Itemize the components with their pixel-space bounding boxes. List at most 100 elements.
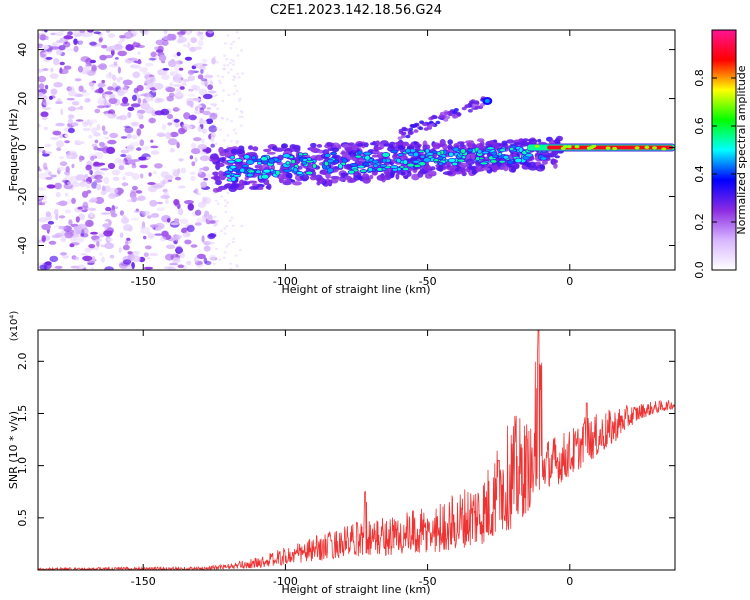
band-blob	[389, 172, 395, 179]
band-blob	[471, 169, 477, 175]
noise-blob	[240, 224, 244, 228]
noise-blob	[39, 34, 47, 41]
noise-blob	[107, 45, 118, 51]
noise-blob	[116, 89, 124, 97]
noise-blob	[38, 172, 48, 180]
noise-blob	[213, 215, 217, 219]
band-blob	[501, 140, 508, 146]
noise-blob	[64, 170, 71, 176]
noise-blob	[94, 196, 105, 205]
band-core	[404, 148, 412, 154]
noise-blob	[178, 127, 186, 135]
noise-blob	[40, 111, 49, 118]
noise-blob	[143, 235, 147, 240]
noise-blob	[233, 84, 237, 88]
noise-blob	[186, 225, 195, 233]
band-core	[362, 162, 370, 166]
noise-blob	[75, 174, 85, 181]
noise-blob	[163, 30, 168, 35]
noise-blob	[187, 41, 191, 49]
noise-blob	[171, 79, 179, 83]
noise-blob	[109, 254, 115, 259]
noise-blob	[38, 33, 41, 40]
noise-blob	[225, 58, 229, 61]
noise-blob	[44, 30, 48, 33]
noise-blob	[215, 61, 219, 64]
band-blob	[213, 175, 221, 182]
band-blob	[476, 138, 485, 143]
noise-blob	[234, 132, 238, 135]
noise-blob	[169, 131, 179, 138]
noise-blob	[82, 255, 93, 262]
noise-blob	[162, 68, 170, 71]
noise-blob	[122, 79, 133, 86]
noise-blob	[127, 251, 133, 255]
band-blob	[330, 175, 340, 180]
noise-blob	[213, 232, 217, 235]
noise-blob	[101, 44, 108, 49]
noise-blob	[189, 171, 196, 175]
noise-blob	[109, 93, 116, 99]
band-blob	[447, 144, 453, 151]
noise-blob	[53, 58, 60, 66]
band-core	[359, 169, 368, 173]
noise-blob	[107, 139, 117, 145]
noise-blob	[175, 60, 180, 67]
noise-blob	[236, 72, 240, 76]
noise-blob	[200, 79, 209, 86]
band-blob	[427, 170, 437, 175]
snr-x-axis: -150 -100 -50 0	[131, 330, 573, 588]
noise-blob	[173, 118, 180, 123]
noise-blob	[54, 208, 59, 216]
noise-blob	[75, 119, 84, 122]
noise-blob	[107, 237, 114, 242]
noise-blob	[207, 84, 214, 90]
band-core	[460, 148, 467, 154]
noise-blob	[139, 230, 145, 234]
noise-blob	[94, 108, 101, 114]
noise-blob	[143, 266, 154, 270]
noise-blob	[77, 224, 83, 233]
noise-blob	[39, 202, 46, 206]
band-blob	[492, 139, 498, 143]
spectrogram-image	[38, 30, 675, 270]
band-blob	[265, 185, 270, 189]
noise-blob	[235, 89, 239, 93]
noise-blob	[161, 123, 167, 131]
noise-blob	[201, 235, 205, 243]
noise-blob	[115, 57, 119, 60]
noise-blob	[94, 245, 99, 251]
noise-blob	[135, 190, 143, 194]
band-blob	[319, 171, 328, 175]
band-blob	[281, 143, 288, 149]
band-blob	[331, 147, 340, 153]
band-core	[296, 171, 304, 175]
noise-blob	[189, 155, 194, 160]
noise-blob	[67, 118, 73, 124]
noise-blob	[201, 128, 207, 134]
colorbar-bar	[711, 29, 737, 271]
noise-blob	[94, 179, 103, 183]
band-blob	[394, 141, 404, 146]
noise-blob	[229, 262, 232, 265]
feature-blob	[467, 104, 473, 108]
noise-blob	[96, 240, 100, 248]
noise-blob	[124, 126, 134, 134]
band-blob	[371, 171, 378, 176]
noise-blob	[86, 30, 95, 33]
noise-blob	[88, 207, 97, 212]
noise-blob	[59, 68, 69, 75]
band-core	[399, 165, 405, 169]
noise-blob	[226, 191, 230, 195]
noise-blob	[216, 107, 220, 110]
spectrogram-x-label: Height of straight line (km)	[281, 283, 430, 296]
noise-blob	[237, 99, 241, 102]
noise-blob	[66, 48, 75, 52]
noise-blob	[121, 217, 130, 224]
noise-blob	[68, 114, 75, 119]
noise-blob	[38, 93, 46, 99]
noise-blob	[228, 219, 232, 222]
noise-blob	[203, 245, 211, 252]
band-blob	[347, 142, 355, 146]
noise-blob	[122, 182, 128, 187]
